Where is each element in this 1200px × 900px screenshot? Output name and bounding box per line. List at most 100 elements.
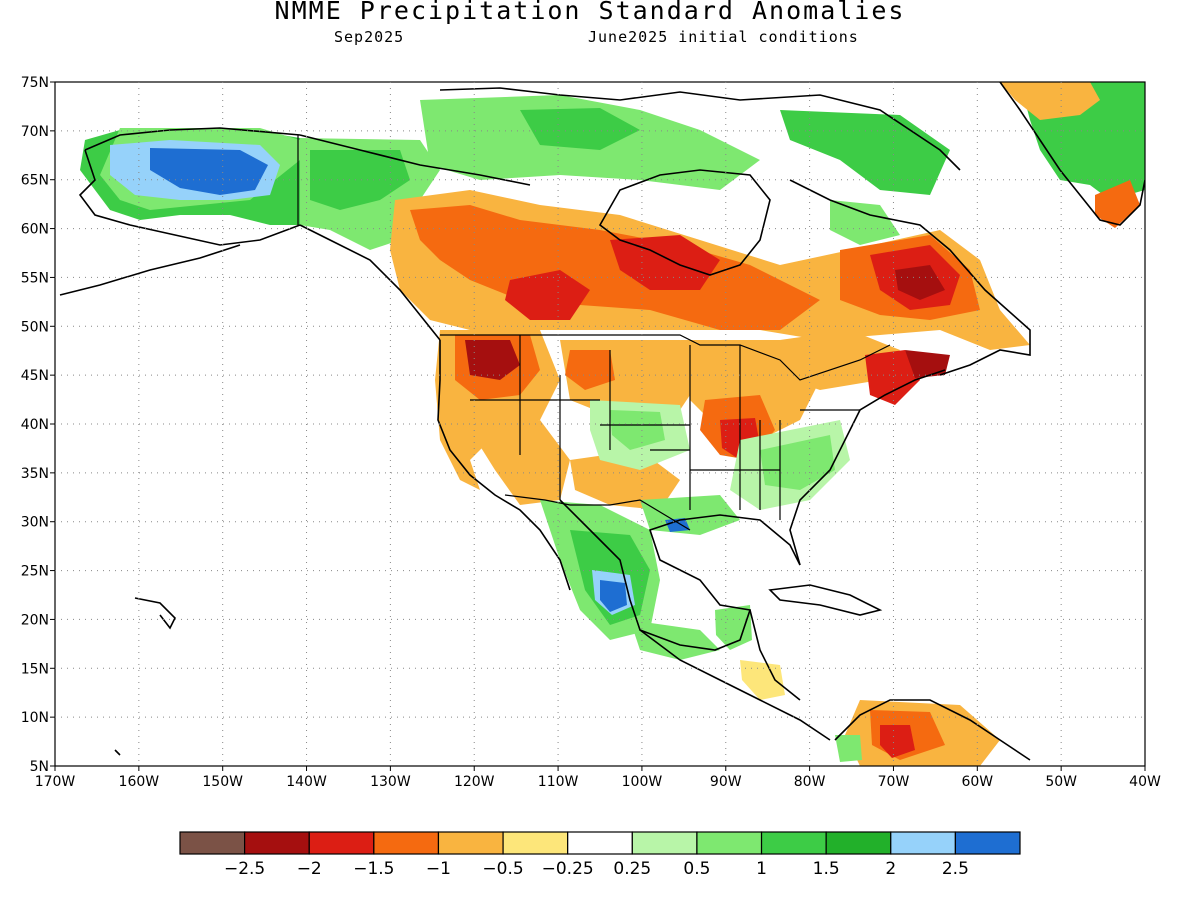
map-title: NMME Precipitation Standard Anomalies: [274, 0, 906, 25]
colorbar-label: −1: [426, 859, 451, 879]
southern-mexico-wet: [630, 620, 720, 660]
southwest-dry: [470, 420, 570, 505]
hudson-bay-coastline: [598, 169, 771, 276]
colorbar-swatch: [437, 831, 504, 855]
lon-tick-label: 140W: [286, 774, 327, 790]
lon-tick-label: 160W: [119, 774, 160, 790]
lat-tick-label: 50N: [21, 319, 49, 335]
latitude-labels: 75N 70N 65N 60N 55N 50N 45N 40N 35N 30N 25N 20N 15N 1…: [21, 75, 49, 775]
colorbar-label: 1: [756, 859, 767, 879]
lat-tick-label: 15N: [21, 661, 49, 677]
southeast-green-region: [760, 435, 835, 490]
lat-tick-label: 55N: [21, 270, 49, 286]
lat-tick-label: 5N: [30, 759, 49, 775]
rockies-orange: [565, 350, 615, 390]
us-east-coastline: [789, 369, 946, 566]
lon-tick-label: 150W: [202, 774, 243, 790]
greenland-coastline: [999, 82, 1145, 226]
colorbar-label: −0.25: [542, 859, 594, 879]
colorbar-swatch: [502, 831, 569, 855]
labrador-coast-wet: [830, 200, 900, 245]
lon-tick-label: 80W: [794, 774, 826, 790]
colorbar-swatch: [825, 831, 892, 855]
colorbar-swatch: [179, 831, 246, 855]
central-america-dry: [740, 660, 785, 700]
lat-tick-label: 25N: [21, 564, 49, 580]
new-england-very-dry: [905, 350, 950, 378]
lon-tick-label: 110W: [538, 774, 579, 790]
us-state-lines: [470, 335, 860, 520]
longitude-labels: 170W 160W 150W 140W 130W 120W 110W 100W 90W 80W 70…: [35, 774, 1161, 790]
lon-tick-label: 100W: [622, 774, 663, 790]
alaska-very-wet-region: [150, 148, 268, 195]
new-england-dry-region: [865, 350, 920, 405]
anomaly-fill-layer: [80, 82, 1145, 766]
lat-tick-label: 75N: [21, 75, 49, 91]
lat-tick-label: 10N: [21, 710, 49, 726]
colorbar-swatch: [890, 831, 956, 855]
labrador-coastline: [789, 179, 1031, 376]
colorbar: −2.5 −2 −1.5 −1 −0.5 −0.25 0.25 0.5 1 1.5 2 2.5: [179, 831, 1021, 879]
greenland-south-dry: [1095, 180, 1140, 228]
colorbar-swatch: [373, 831, 440, 855]
yukon-green-region: [310, 150, 410, 210]
forecast-month: Sep2025: [334, 28, 405, 46]
arctic-islands-outline: [439, 87, 961, 171]
colorbar-label: −2.5: [224, 859, 265, 879]
grid-layer: [50, 81, 1146, 771]
us-mexico-border: [504, 494, 691, 531]
canada-orange-band: [410, 205, 820, 330]
lat-tick-label: 65N: [21, 173, 49, 189]
colorbar-label: −0.5: [482, 859, 523, 879]
venezuela-red: [880, 725, 915, 758]
baffin-wet-region: [780, 110, 950, 195]
hudson-bay-west-dry: [610, 235, 720, 290]
colorbar-label: 1.5: [813, 859, 840, 879]
colorbar-swatch: [696, 831, 763, 855]
lat-tick-label: 20N: [21, 612, 49, 628]
lat-tick-label: 45N: [21, 368, 49, 384]
canada-prairies-dry-region: [505, 270, 590, 320]
lon-tick-label: 70W: [878, 774, 910, 790]
lon-tick-label: 60W: [961, 774, 993, 790]
lat-tick-label: 30N: [21, 515, 49, 531]
lat-tick-label: 40N: [21, 417, 49, 433]
yucatan-wet: [715, 605, 752, 650]
colorbar-label: −2: [297, 859, 322, 879]
gulf-coastline: [559, 499, 801, 651]
colombia-wet: [835, 735, 862, 762]
texas-coast-blue: [665, 518, 690, 532]
hawaii-islands: [114, 597, 176, 756]
plains-green-patch: [610, 410, 665, 450]
initial-conditions: June2025 initial conditions: [588, 28, 859, 46]
border-layer: [297, 135, 891, 531]
lon-tick-label: 170W: [35, 774, 76, 790]
colorbar-label: 0.25: [613, 859, 651, 879]
colorbar-swatch: [954, 831, 1021, 855]
greenland-dry-region: [1000, 82, 1100, 120]
colorbar-swatch: [567, 831, 633, 855]
colorbar-swatch: [308, 831, 375, 855]
alaska-coastline: [59, 127, 301, 296]
lon-tick-label: 40W: [1129, 774, 1161, 790]
colorbar-swatch: [244, 831, 310, 855]
lat-tick-label: 70N: [21, 124, 49, 140]
colorbar-swatch: [631, 831, 698, 855]
lat-tick-label: 60N: [21, 222, 49, 238]
colorbar-swatch: [760, 831, 827, 855]
colorbar-label: −1.5: [353, 859, 394, 879]
south-america-coastline: [834, 699, 1031, 761]
lat-tick-label: 35N: [21, 466, 49, 482]
lon-tick-label: 50W: [1045, 774, 1077, 790]
us-canada-border: [440, 334, 891, 381]
arctic-islands-green-region: [520, 108, 640, 150]
lon-tick-label: 90W: [710, 774, 742, 790]
mexico-very-wet-region: [600, 580, 627, 612]
quebec-core-dry: [895, 265, 945, 300]
colorbar-label: 2: [885, 859, 896, 879]
colorbar-label: 0.5: [683, 859, 710, 879]
lon-tick-label: 120W: [454, 774, 495, 790]
central-america-coastline: [639, 609, 831, 741]
coastline-layer: [59, 82, 1145, 761]
